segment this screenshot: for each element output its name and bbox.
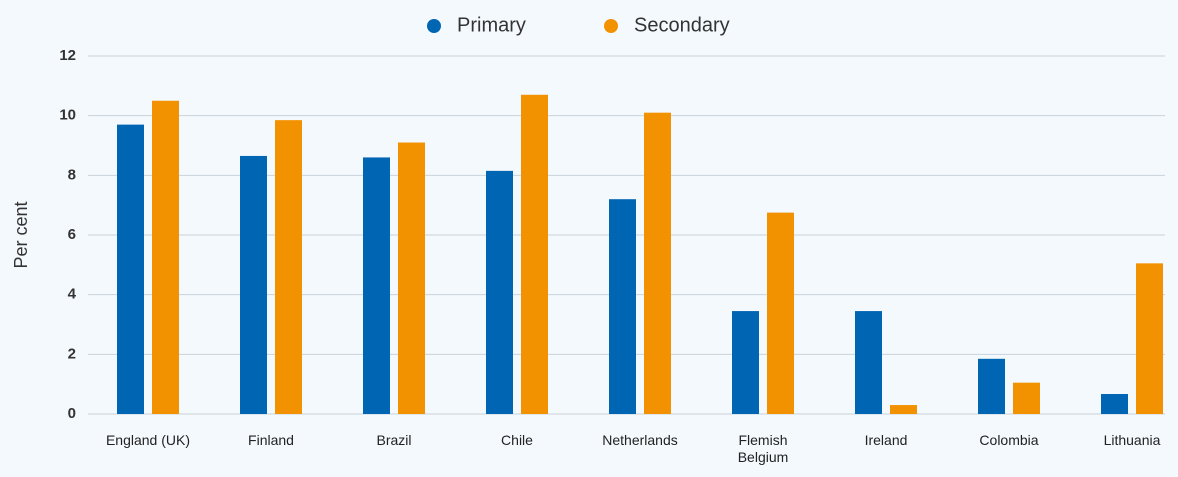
y-tick-label: 0 (68, 405, 76, 422)
bar (240, 155, 267, 415)
y-tick-label: 10 (59, 107, 76, 124)
bar (486, 170, 513, 414)
y-tick-label: 6 (68, 226, 76, 243)
legend-label: Secondary (634, 14, 730, 36)
x-tick-label: Chile (501, 432, 533, 448)
x-tick-label: Colombia (979, 432, 1039, 448)
bar (855, 311, 882, 414)
bar (609, 199, 636, 414)
bar (1136, 263, 1163, 414)
x-tick-label: Flemish Belgium (737, 432, 789, 465)
bar (521, 94, 548, 415)
legend-label: Primary (457, 14, 526, 36)
x-tick-label: Finland (248, 432, 294, 448)
y-tick-label: 4 (68, 286, 77, 303)
y-tick-label: 8 (68, 166, 76, 183)
x-tick-label: England (UK) (105, 432, 191, 448)
x-tick-label: Ireland (864, 432, 908, 448)
bar (275, 120, 302, 415)
bar (117, 124, 144, 414)
bar (978, 358, 1005, 414)
legend-swatch (427, 19, 441, 33)
y-tick-label: 12 (59, 47, 76, 64)
bar (767, 212, 794, 414)
x-tick-label: Lithuania (1103, 432, 1161, 448)
bar (1101, 394, 1128, 414)
bar (890, 405, 917, 414)
legend-swatch (604, 19, 618, 33)
bar (363, 157, 390, 414)
x-tick-label: Brazil (376, 432, 412, 448)
bar (1013, 382, 1040, 414)
bar (644, 112, 671, 414)
y-axis-title: Per cent (11, 201, 31, 268)
bar (152, 100, 179, 414)
x-tick-label: Netherlands (602, 432, 678, 448)
bar (732, 311, 759, 414)
y-tick-label: 2 (68, 345, 76, 362)
bar (398, 142, 425, 414)
